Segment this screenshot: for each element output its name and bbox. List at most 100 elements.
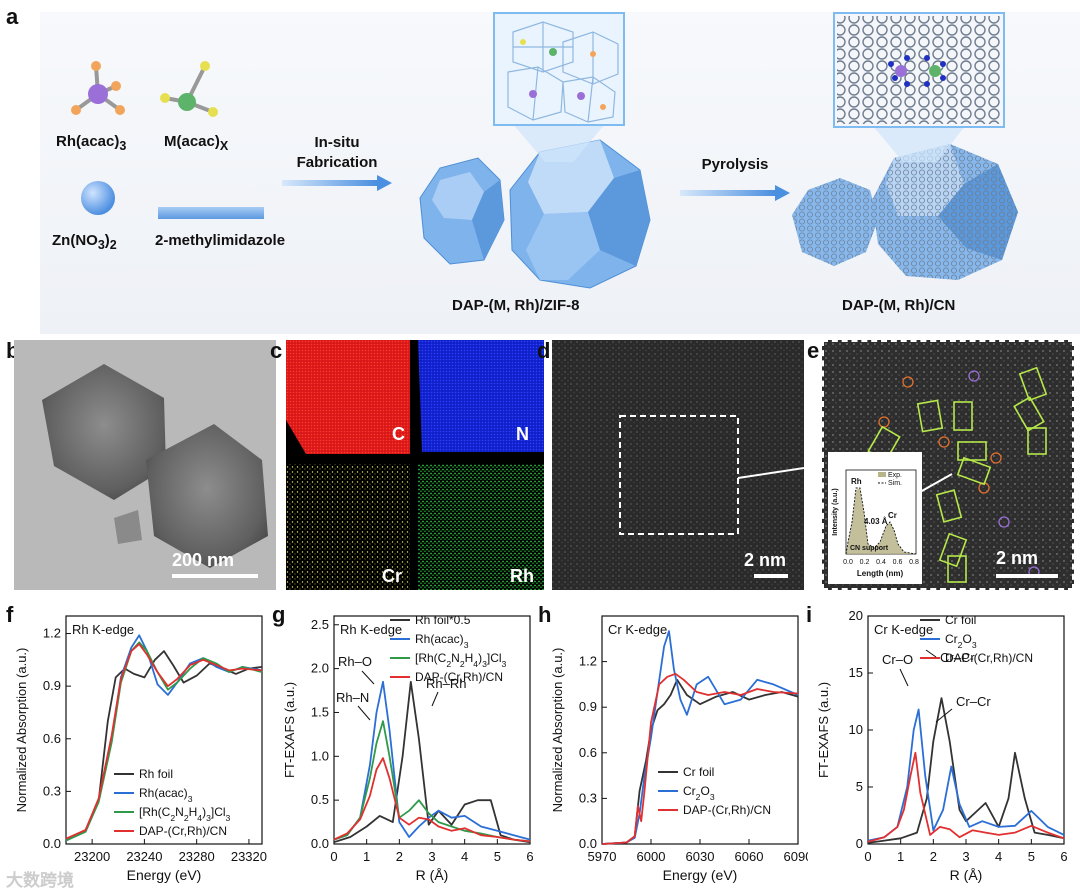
y-tick-label-f-4: 1.2 bbox=[43, 626, 61, 641]
panel-label-g: g bbox=[272, 602, 286, 627]
legend-label-h-1-part-3: 3 bbox=[710, 792, 715, 802]
zn-sphere-icon bbox=[81, 181, 115, 215]
inset-cr-label: Cr bbox=[888, 511, 897, 520]
y-tick-label-h-2: 0.6 bbox=[579, 745, 597, 760]
legend-label-f-2-part-1: 2 bbox=[170, 813, 175, 823]
legend-label-i-1-part-1: 2 bbox=[958, 640, 963, 650]
step-pyrolysis: Pyrolysis bbox=[701, 156, 769, 173]
precursor-zn-sub: 2 bbox=[109, 238, 117, 252]
annotation-line-g-1 bbox=[357, 705, 371, 721]
x-tick-label-g-0: 0 bbox=[330, 849, 337, 864]
legend-label-i-1-part-3: 3 bbox=[972, 640, 977, 650]
legend-label-g-2-part-6: ) bbox=[478, 651, 482, 665]
y-tick-label-i-4: 20 bbox=[849, 608, 863, 623]
legend-label-f-2-part-5: 4 bbox=[197, 813, 202, 823]
legend-label-i-2-part-0: DAP-(Cr,Rh)/CN bbox=[945, 651, 1033, 665]
series-line-i-1 bbox=[867, 708, 1065, 842]
tem-particles bbox=[42, 364, 268, 568]
product-cn-label: DAP-(M, Rh)/CN bbox=[842, 297, 956, 314]
inset-x-label: Length (nm) bbox=[857, 569, 904, 578]
x-tick-label-h-3: 6060 bbox=[735, 849, 764, 864]
precursor-no-sub: 3 bbox=[97, 238, 105, 252]
x-tick-label-i-1: 1 bbox=[897, 849, 904, 864]
product-zif8-label: DAP-(M, Rh)/ZIF-8 bbox=[452, 297, 580, 314]
precursor-2-methylimidazole: 2-methylimidazole bbox=[155, 232, 286, 249]
precursor-zn-nitrate: Zn(NO3)2 bbox=[52, 232, 117, 252]
legend-label-f-2-part-8: ]Cl bbox=[211, 805, 226, 819]
chart-g-rh-exafs: 0 1 2 3 4 5 60.00.51.01.52.02.5R (Å)FT-EXAFS (… bbox=[282, 613, 534, 883]
legend-label-g-1-part-1: 3 bbox=[464, 640, 469, 650]
legend-label-h-0-part-0: Cr foil bbox=[683, 765, 714, 779]
imidazole-rod-icon bbox=[158, 207, 264, 219]
step1-line1: In-situ bbox=[314, 134, 360, 151]
scale-label-d: 2 nm bbox=[744, 550, 787, 570]
x-tick-label-i-6: 6 bbox=[1060, 849, 1067, 864]
panel-label-f: f bbox=[6, 602, 14, 627]
x-tick-label-g-2: 2 bbox=[396, 849, 403, 864]
legend-label-f-1-part-0: Rh(acac) bbox=[139, 786, 188, 800]
annotation-line-i-2 bbox=[935, 708, 953, 723]
y-tick-label-f-0: 0.0 bbox=[43, 836, 61, 851]
legend-label-g-3: DAP-(Cr,Rh)/CN bbox=[415, 670, 503, 684]
annotation-i-1: Cr–Cr bbox=[940, 650, 975, 665]
legend-label-h-1-part-1: 2 bbox=[696, 792, 701, 802]
y-tick-label-g-4: 2.0 bbox=[311, 661, 329, 676]
y-tick-label-g-0: 0.0 bbox=[311, 836, 329, 851]
x-tick-label-f-2: 23280 bbox=[179, 849, 215, 864]
legend-label-i-2: DAP-(Cr,Rh)/CN bbox=[945, 651, 1033, 665]
x-axis-label-f: Energy (eV) bbox=[127, 867, 202, 883]
rh-acac-molecule-icon bbox=[71, 61, 125, 115]
y-tick-label-g-2: 1.0 bbox=[311, 748, 329, 763]
inset-x-tick-1: 0.2 bbox=[860, 559, 870, 566]
legend-label-g-3-part-0: DAP-(Cr,Rh)/CN bbox=[415, 670, 503, 684]
chart-title-f: Rh K-edge bbox=[72, 622, 134, 637]
y-tick-label-f-3: 0.9 bbox=[43, 678, 61, 693]
eds-label-rh: Rh bbox=[510, 566, 534, 586]
legend-label-f-1-part-1: 3 bbox=[188, 794, 193, 804]
plot-frame-f bbox=[65, 615, 263, 845]
y-tick-label-h-1: 0.3 bbox=[579, 790, 597, 805]
y-tick-label-g-5: 2.5 bbox=[311, 617, 329, 632]
precursor-rh-acac-text: Rh(acac) bbox=[56, 133, 120, 150]
legend-label-f-0: Rh foil bbox=[139, 767, 173, 781]
annotation-g-0: Rh–O bbox=[338, 654, 372, 669]
legend-label-f-2-part-9: 3 bbox=[226, 813, 231, 823]
legend-label-g-2-part-8: ]Cl bbox=[487, 651, 502, 665]
step-in-situ-fabrication: In-situ Fabrication bbox=[282, 133, 392, 173]
inset-x-tick-0: 0.0 bbox=[843, 559, 853, 566]
inset-legend-exp: Exp. bbox=[888, 472, 902, 479]
y-axis-label-f: Normalized Absorption (a.u.) bbox=[14, 648, 29, 813]
legend-label-f-1: Rh(acac)3 bbox=[139, 786, 193, 804]
legend-label-h-2: DAP-(Cr,Rh)/CN bbox=[683, 803, 771, 817]
panel-label-d: d bbox=[537, 338, 551, 363]
y-tick-label-f-1: 0.3 bbox=[43, 783, 61, 798]
x-tick-label-g-5: 5 bbox=[494, 849, 501, 864]
precursor-close-paren: ) bbox=[104, 232, 110, 249]
legend-label-f-3-part-0: DAP-(Cr,Rh)/CN bbox=[139, 824, 227, 838]
inset-legend-exp-swatch bbox=[878, 472, 886, 477]
series-line-g-2 bbox=[333, 720, 531, 843]
precursor-zn-text: Zn bbox=[52, 232, 71, 249]
x-tick-label-h-0: 5970 bbox=[588, 849, 617, 864]
x-tick-label-i-2: 2 bbox=[930, 849, 937, 864]
eds-maps: C N Cr Rh bbox=[286, 340, 544, 590]
cn-crystals-icon bbox=[792, 144, 1018, 280]
legend-label-g-2: [Rh(C2N2H4)3]Cl3 bbox=[415, 651, 507, 669]
annotation-line-g-2 bbox=[431, 691, 439, 707]
legend-label-g-2-part-9: 3 bbox=[502, 659, 507, 669]
x-tick-label-i-3: 3 bbox=[962, 849, 969, 864]
zif8-framework-zoom bbox=[493, 12, 625, 162]
legend-label-f-0-part-0: Rh foil bbox=[139, 767, 173, 781]
y-axis-label-h: Normalized Absorption (a.u.) bbox=[550, 648, 565, 813]
legend-label-g-2-part-4: H bbox=[465, 651, 474, 665]
series-line-g-1 bbox=[333, 680, 531, 841]
legend-label-g-2-part-2: N bbox=[451, 651, 460, 665]
series-line-h-2 bbox=[601, 672, 799, 845]
precursor-m-acac-text: M(acac) bbox=[164, 133, 220, 150]
x-axis-label-i: R (Å) bbox=[950, 867, 983, 883]
legend-label-g-0: Rh foil*0.5 bbox=[415, 613, 471, 627]
y-tick-label-h-3: 0.9 bbox=[579, 699, 597, 714]
inset-x-tick-2: 0.4 bbox=[876, 559, 886, 566]
zif8-crystals-icon bbox=[419, 139, 651, 289]
